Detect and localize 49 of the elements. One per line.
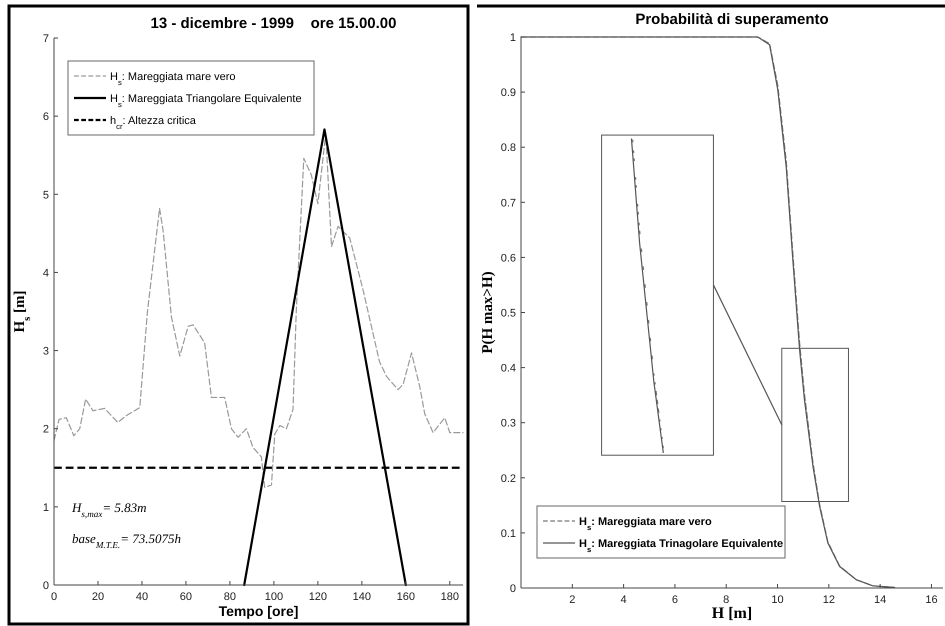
- y-tick-label: 0.9: [500, 87, 516, 100]
- x-tick-label: 40: [136, 591, 148, 603]
- y-tick-label: 0.4: [500, 362, 516, 375]
- y-tick-label: 0.2: [500, 472, 516, 485]
- x-tick-label: 80: [224, 591, 236, 603]
- x-tick-label: 16: [925, 594, 938, 606]
- y-tick-label: 2: [42, 424, 49, 436]
- y-tick-label: 4: [42, 267, 49, 280]
- legend-label: H$_{s}$: Mareggiata mare vero: [110, 71, 236, 86]
- y-tick-label: 0: [42, 580, 49, 592]
- y-tick-label: 0: [510, 583, 516, 595]
- x-tick-label: 4: [620, 594, 627, 606]
- chart-title: Probabilità di superamento: [635, 11, 829, 28]
- y-tick-label: 6: [42, 111, 49, 124]
- x-axis-title: Tempo [ore]: [218, 603, 298, 619]
- y-tick-label: 3: [42, 346, 49, 358]
- legend-label: h$_{cr}$: Altezza critica: [110, 115, 197, 130]
- y-tick-label: 0.1: [500, 528, 516, 540]
- y-tick-label: 0.3: [500, 418, 516, 430]
- y-tick-label: 0.5: [500, 308, 516, 320]
- x-tick-label: 20: [92, 591, 104, 603]
- chart-title: 13 - dicembre - 1999 ore 15.00.00: [150, 15, 396, 32]
- y-tick-label: 0.8: [500, 142, 516, 154]
- y-tick-label: 1: [42, 502, 49, 514]
- annotation: H$_{s,max}$= 5.83m: [71, 500, 147, 519]
- x-tick-label: 10: [771, 594, 784, 606]
- annotation: base$_{M.T.E.}$= 73.5075h: [72, 530, 181, 550]
- x-tick-label: 12: [822, 594, 835, 606]
- x-tick-label: 8: [723, 594, 730, 606]
- legend-label: H$_{s}$: Mareggiata Triangolare Equivalente: [110, 93, 302, 108]
- x-tick-label: 60: [180, 591, 192, 603]
- x-tick-label: 140: [352, 591, 372, 603]
- x-tick-label: 2: [569, 594, 576, 606]
- y-tick-label: 1: [510, 32, 516, 44]
- x-tick-label: 180: [440, 591, 459, 603]
- y-tick-label: 5: [42, 189, 49, 202]
- legend-label: H$_{s}$: Mareggiata Trinagolare Equivalente: [579, 538, 784, 554]
- x-tick-label: 100: [264, 591, 284, 603]
- legend-label: H$_{s}$: Mareggiata mare vero: [579, 516, 712, 532]
- x-tick-label: 160: [396, 591, 416, 603]
- y-tick-label: 0.7: [500, 197, 516, 210]
- x-tick-label: 6: [672, 594, 678, 606]
- x-tick-label: 0: [50, 591, 58, 603]
- x-axis-title: H [m]: [712, 605, 752, 622]
- x-tick-label: 120: [308, 591, 328, 603]
- y-axis-title: P(H max>H): [480, 271, 496, 354]
- y-tick-label: 7: [42, 33, 49, 45]
- x-tick-label: 14: [874, 594, 886, 606]
- y-tick-label: 0.6: [500, 252, 516, 264]
